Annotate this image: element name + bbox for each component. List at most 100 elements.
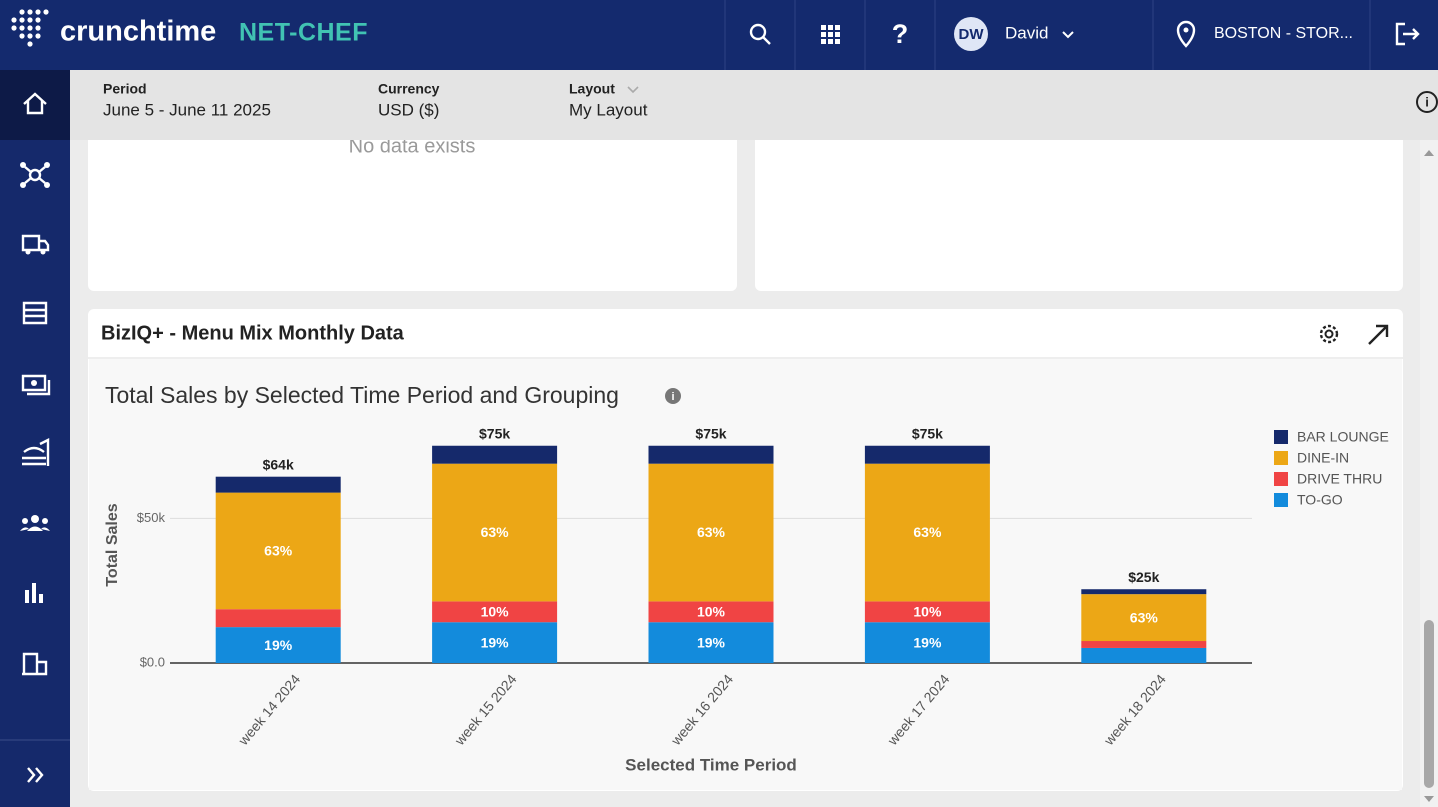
segment-label: 63% — [697, 524, 726, 540]
logo-dot — [35, 17, 41, 23]
total-label: $75k — [695, 425, 726, 441]
apps-button[interactable] — [821, 25, 840, 44]
bar-segment — [432, 445, 558, 464]
bar-segment — [1081, 641, 1207, 648]
segment-label: 63% — [913, 524, 942, 540]
inventory-icon[interactable] — [22, 301, 48, 325]
bar-segment — [432, 463, 558, 602]
user-chevron[interactable] — [1062, 31, 1074, 39]
x-axis-label: Selected Time Period — [625, 755, 797, 774]
logo-dot — [11, 25, 17, 31]
sidebar-active — [0, 70, 70, 140]
filter-label: Layout — [569, 81, 615, 97]
segment-label: 19% — [264, 637, 293, 653]
bar-segment — [432, 622, 558, 663]
legend-swatch — [1274, 451, 1288, 465]
bar-segment — [1081, 594, 1207, 642]
legend-label: BAR LOUNGE — [1297, 429, 1389, 445]
user-name[interactable]: David — [1005, 23, 1048, 42]
logo-dot — [27, 25, 33, 31]
expand-sidebar[interactable] — [27, 767, 44, 783]
bar-segment — [432, 601, 558, 623]
logo-text[interactable]: crunchtime — [60, 16, 216, 48]
chart-title: Total Sales by Selected Time Period and … — [105, 382, 619, 408]
filter-bar — [70, 70, 1438, 140]
bar-segment — [215, 627, 341, 663]
segment-label: 10% — [697, 603, 726, 619]
bar-segment — [648, 622, 774, 663]
scroll-down[interactable] — [1424, 796, 1434, 802]
scroll-up[interactable] — [1424, 150, 1434, 156]
logo-mark — [11, 9, 49, 47]
logo-dot — [19, 25, 25, 31]
logout-button[interactable] — [1395, 22, 1420, 46]
filter-value[interactable]: June 5 - June 11 2025 — [103, 100, 271, 119]
y-tick-label: $0.0 — [140, 654, 165, 669]
page-info-icon[interactable] — [1416, 91, 1438, 113]
help-button[interactable]: ? — [892, 19, 909, 49]
location-icon[interactable] — [1176, 20, 1196, 48]
bar-segment — [648, 463, 774, 602]
top-bar — [0, 0, 1438, 70]
bar-segment — [215, 609, 341, 628]
segment-label: 10% — [913, 603, 942, 619]
bar-segment — [648, 601, 774, 623]
logo-dot — [35, 33, 41, 39]
cash-icon[interactable] — [21, 374, 51, 396]
settings-button[interactable] — [1319, 324, 1339, 344]
filter-value[interactable]: My Layout — [569, 100, 648, 119]
bar-segment — [864, 622, 990, 663]
logo-dot — [19, 33, 25, 39]
network-icon[interactable] — [20, 162, 50, 188]
truck-icon[interactable] — [21, 234, 50, 255]
avatar[interactable] — [954, 17, 988, 51]
expand-button[interactable] — [1368, 324, 1389, 345]
legend-label: DRIVE THRU — [1297, 471, 1382, 487]
filter-value[interactable]: USD ($) — [378, 100, 439, 119]
total-label: $75k — [479, 425, 510, 441]
info-icon[interactable] — [665, 388, 681, 404]
gear-center — [1324, 329, 1334, 339]
bar-segment — [1081, 647, 1207, 663]
total-label: $64k — [263, 456, 294, 472]
legend-swatch — [1274, 430, 1288, 444]
bar-segment — [215, 492, 341, 610]
panel-right — [755, 120, 1403, 291]
layout-chevron[interactable] — [627, 86, 639, 94]
logo-dot — [35, 25, 41, 31]
segment-label: 19% — [913, 634, 942, 650]
search-button[interactable] — [749, 23, 771, 45]
segment-label: 63% — [481, 524, 510, 540]
sidebar — [0, 70, 70, 807]
logo-dot — [11, 17, 17, 23]
reports-icon[interactable] — [25, 583, 43, 603]
home-icon[interactable] — [23, 92, 47, 115]
info-glyph: i — [1425, 94, 1429, 109]
store-icon[interactable] — [22, 652, 48, 676]
location-name[interactable]: BOSTON - STOR... — [1214, 25, 1353, 42]
y-axis-label: Total Sales — [104, 503, 121, 586]
bar-segment — [648, 445, 774, 464]
bar-segment — [864, 601, 990, 623]
logo-dot — [19, 17, 25, 23]
filter-label: Currency — [378, 81, 440, 97]
segment-label: 19% — [481, 634, 510, 650]
info-glyph: i — [671, 391, 674, 403]
total-label: $75k — [912, 425, 943, 441]
bar-segment — [1081, 589, 1207, 595]
bar-segment — [215, 476, 341, 493]
logo-dot — [27, 9, 33, 15]
y-tick-label: $50k — [137, 510, 166, 525]
filter-label: Period — [103, 81, 147, 97]
food-icon[interactable] — [22, 438, 50, 466]
logo-dot — [19, 9, 25, 15]
logo-dot — [27, 17, 33, 23]
team-icon[interactable] — [20, 515, 50, 531]
segment-label: 63% — [1130, 609, 1159, 625]
legend-swatch — [1274, 493, 1288, 507]
segment-label: 19% — [697, 634, 726, 650]
scroll-thumb[interactable] — [1424, 620, 1434, 788]
segment-label: 63% — [264, 543, 293, 559]
gear-icon — [1319, 324, 1339, 344]
